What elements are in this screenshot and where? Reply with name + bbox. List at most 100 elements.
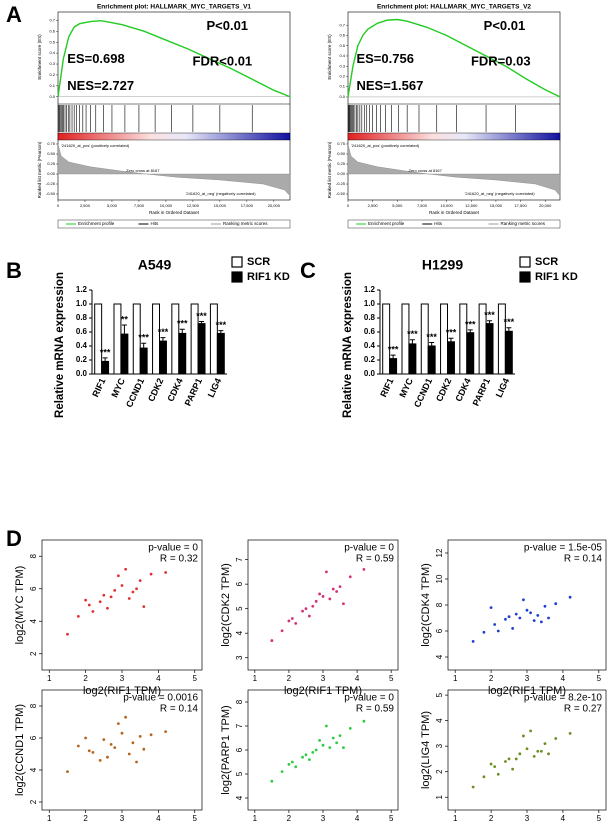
legend-label: RIF1 KD bbox=[247, 271, 290, 283]
point bbox=[307, 758, 311, 761]
x-tick-label: 5 bbox=[193, 674, 198, 683]
y-tick-label: 0.2 bbox=[49, 72, 55, 77]
y-tick-label: 0.4 bbox=[49, 50, 55, 55]
y-tick-label: 6 bbox=[29, 586, 38, 591]
x-tick-label: CDK4 bbox=[165, 377, 184, 403]
x-tick-label: 20,000 bbox=[539, 203, 552, 208]
y-tick-label: 0.1 bbox=[49, 83, 55, 88]
x-tick-label: PARP1 bbox=[471, 377, 492, 408]
point bbox=[482, 775, 486, 779]
x-tick-label: 1 bbox=[47, 814, 52, 823]
point bbox=[328, 746, 332, 749]
point bbox=[87, 749, 91, 753]
bar bbox=[159, 340, 167, 375]
point bbox=[113, 746, 117, 749]
point bbox=[142, 605, 146, 609]
point bbox=[116, 574, 120, 578]
y-tick-label: 1.2 bbox=[364, 285, 376, 294]
point bbox=[514, 612, 518, 616]
x-tick-label: 3 bbox=[525, 674, 530, 683]
y-tick-label: 2 bbox=[29, 651, 38, 656]
y-tick-label: 8 bbox=[435, 602, 444, 607]
error-bar bbox=[141, 342, 147, 349]
point bbox=[471, 640, 475, 643]
point bbox=[314, 748, 318, 752]
point bbox=[164, 730, 168, 733]
metric-area bbox=[57, 143, 291, 197]
bar bbox=[120, 333, 129, 375]
annotation: R = 0.14 bbox=[160, 704, 199, 715]
point bbox=[287, 619, 291, 623]
point bbox=[511, 767, 515, 771]
legend-label: Hits bbox=[151, 221, 159, 226]
y-tick-label: 0.5 bbox=[339, 43, 345, 48]
x-tick-label: 1 bbox=[453, 814, 458, 823]
y-axis-label: log2(CDK2 TPM) bbox=[220, 563, 232, 647]
x-tick-label: 0 bbox=[57, 203, 60, 208]
x-tick-label: 5 bbox=[597, 814, 602, 823]
y-tick-label: 0.4 bbox=[339, 53, 345, 58]
point bbox=[518, 616, 522, 620]
point bbox=[280, 629, 284, 633]
error-bar bbox=[487, 320, 493, 324]
y-tick-label: 10 bbox=[435, 574, 444, 583]
y-tick-label: 0.00 bbox=[337, 171, 346, 176]
x-tick-label: 4 bbox=[156, 674, 161, 683]
x-axis-label: log2(RIF1 TPM) bbox=[488, 685, 566, 697]
y-tick-label: 0.8 bbox=[364, 313, 376, 322]
bar bbox=[382, 303, 391, 375]
x-tick-label: CDK4 bbox=[453, 377, 472, 403]
error-bar bbox=[467, 329, 473, 333]
point bbox=[536, 749, 540, 753]
es-line bbox=[57, 19, 291, 98]
error-bar bbox=[506, 327, 512, 332]
point bbox=[131, 590, 135, 594]
point bbox=[342, 746, 345, 749]
bar bbox=[427, 345, 436, 375]
y-tick-label: 0.3 bbox=[339, 63, 345, 68]
point bbox=[532, 619, 536, 622]
significance: *** bbox=[388, 344, 399, 354]
bar bbox=[485, 323, 494, 375]
point bbox=[504, 617, 507, 621]
y-tick-label: 0.0 bbox=[339, 94, 345, 99]
y-tick-label: 4 bbox=[435, 718, 444, 723]
y-tick-label: 0.2 bbox=[364, 355, 376, 364]
x-tick-label: 15,000 bbox=[490, 203, 503, 208]
point bbox=[127, 597, 131, 600]
y-tick-label: 1.0 bbox=[76, 299, 88, 308]
y-tick-label: 0.3 bbox=[49, 61, 55, 66]
point bbox=[131, 741, 135, 745]
legend-label: RIF1 KD bbox=[535, 271, 578, 283]
metric-label: '241620_at_pos' (positively correlated) bbox=[351, 143, 420, 148]
point bbox=[127, 752, 131, 756]
annotation: ES=0.698 bbox=[67, 51, 124, 66]
x-tick-label: 4 bbox=[355, 674, 360, 683]
bar bbox=[139, 347, 148, 375]
point bbox=[87, 603, 91, 607]
annotation: ES=0.756 bbox=[356, 51, 413, 66]
point bbox=[331, 587, 335, 591]
bar bbox=[197, 323, 206, 375]
point bbox=[135, 760, 138, 764]
point bbox=[318, 739, 321, 742]
point bbox=[342, 602, 345, 606]
point bbox=[113, 588, 117, 592]
x-tick-label: RIF1 bbox=[378, 377, 395, 399]
x-axis-label: log2(RIF1 TPM) bbox=[83, 685, 161, 697]
annotation: NES=2.727 bbox=[67, 78, 134, 93]
point bbox=[522, 598, 525, 602]
y-tick-label: -0.25 bbox=[336, 181, 346, 186]
point bbox=[362, 568, 366, 571]
point bbox=[311, 604, 315, 608]
y-tick-label: 0.75 bbox=[337, 141, 346, 146]
y-tick-label: 6 bbox=[235, 747, 244, 752]
y-tick-label: 6 bbox=[435, 628, 444, 633]
x-tick-label: LIG4 bbox=[494, 377, 512, 399]
y-tick-label: 0.8 bbox=[76, 313, 88, 322]
x-tick-label: 1 bbox=[253, 674, 258, 683]
x-tick-label: 10,000 bbox=[160, 203, 173, 208]
y-tick-label: 2 bbox=[435, 769, 444, 774]
point bbox=[149, 733, 153, 737]
y-tick-label: 0.5 bbox=[49, 39, 55, 44]
